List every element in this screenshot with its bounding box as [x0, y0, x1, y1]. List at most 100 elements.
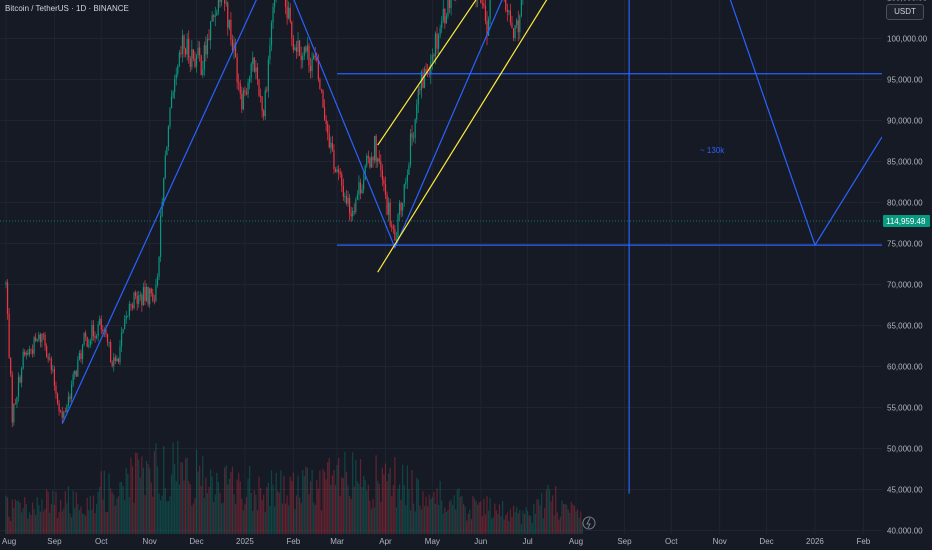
candle-body — [233, 43, 235, 51]
volume-bar — [158, 493, 160, 534]
candle-body — [398, 203, 401, 215]
candle-body — [10, 357, 12, 375]
candle-body — [300, 55, 302, 61]
candle-body — [442, 8, 444, 21]
price-axis[interactable]: 40,000.00 45,000.00 50,000.00 55,000.00 60,0… — [882, 0, 932, 550]
volume-bar — [348, 496, 351, 534]
volume-bar — [489, 497, 491, 534]
volume-bar — [163, 445, 165, 534]
volume-bar — [295, 495, 298, 534]
candle-body — [133, 292, 135, 309]
volume-bar — [411, 470, 413, 534]
time-axis[interactable]: Aug Sep Oct Nov Dec 2025 Feb Mar Apr May Jun Jul Aug… — [0, 534, 932, 550]
volume-bar — [58, 511, 60, 534]
replay-icon[interactable] — [582, 516, 596, 530]
volume-bar — [338, 457, 340, 534]
volume-bar — [573, 505, 576, 534]
candle-body — [441, 20, 443, 29]
volume-bar — [428, 494, 430, 534]
candle-body — [363, 179, 365, 190]
volume-bar — [500, 515, 502, 534]
candle-body — [80, 353, 82, 360]
volume-bar — [469, 509, 471, 534]
candle-body — [31, 349, 34, 354]
candle-body — [170, 96, 173, 109]
volume-bar — [480, 501, 482, 534]
candle-body — [178, 52, 180, 66]
candle-body — [191, 49, 193, 68]
volume-bar — [462, 503, 465, 534]
volume-bar — [209, 469, 212, 534]
last-price-label: 114,959.48 — [886, 217, 926, 226]
candle-body — [249, 77, 251, 83]
candle-body — [264, 90, 266, 117]
candle-body — [261, 96, 263, 111]
volume-bar — [83, 514, 85, 534]
volume-bar — [420, 509, 423, 534]
candle-body — [209, 21, 212, 41]
candle-body — [484, 5, 487, 21]
candle-body — [24, 351, 26, 356]
volume-bar — [558, 519, 560, 534]
volume-bar — [409, 510, 412, 534]
volume-bar — [572, 504, 574, 534]
volume-bar — [150, 482, 152, 534]
candle-body — [142, 287, 145, 306]
candle-body — [274, 0, 276, 7]
volume-bar — [256, 510, 259, 534]
y-tick-label: 45,000.00 — [887, 486, 923, 495]
volume-bar — [49, 512, 51, 534]
candle-body — [430, 61, 432, 75]
volume-bar — [477, 504, 479, 534]
candle-body — [250, 63, 252, 78]
volume-bar — [481, 515, 483, 534]
volume-bar — [503, 519, 505, 534]
volume-bar — [377, 480, 379, 534]
volume-bar — [576, 509, 579, 534]
candle-body — [117, 358, 120, 363]
candle-body — [433, 55, 435, 57]
x-tick-label: Aug — [569, 537, 583, 546]
candle-body — [36, 339, 38, 341]
volume-bar — [506, 512, 508, 534]
candle-body — [47, 356, 49, 360]
candle-body — [317, 60, 319, 80]
candle-body — [322, 90, 324, 108]
candle-body — [297, 40, 299, 52]
volume-bar — [373, 507, 376, 534]
candle-body — [505, 0, 507, 10]
x-tick-label: Apr — [379, 537, 392, 546]
volume-bar — [120, 482, 123, 534]
volume-bar — [213, 502, 215, 534]
volume-bar — [383, 474, 385, 534]
candle-body — [153, 300, 155, 302]
volume-bar — [230, 471, 232, 534]
candle-body — [102, 329, 104, 332]
candle-body — [21, 368, 23, 383]
candle-body — [46, 345, 48, 357]
candle-body — [238, 82, 240, 84]
volume-bar — [184, 458, 187, 534]
candle-body — [50, 358, 52, 370]
volume-bar — [228, 478, 230, 534]
candle-body — [397, 214, 399, 240]
candle-body — [414, 119, 416, 138]
volume-bar — [580, 511, 582, 534]
volume-bar — [164, 488, 166, 534]
currency-button[interactable]: USDT — [886, 4, 924, 20]
candle-body — [152, 293, 154, 301]
volume-bar — [483, 498, 485, 534]
volume-bar — [270, 470, 273, 534]
candle-body — [64, 411, 66, 413]
volume-bar — [152, 496, 154, 534]
volume-bar — [491, 518, 493, 534]
volume-bar — [95, 504, 98, 534]
volume-bar — [145, 460, 148, 534]
candle-body — [425, 68, 427, 73]
candle-body — [347, 197, 349, 204]
candle-body — [486, 20, 488, 37]
volume-bar — [281, 503, 284, 534]
candle-body — [17, 376, 20, 397]
volume-bar — [569, 512, 571, 534]
